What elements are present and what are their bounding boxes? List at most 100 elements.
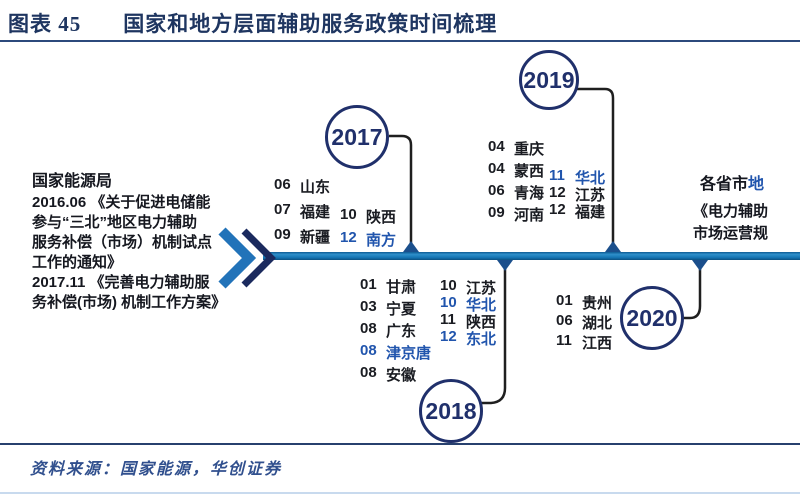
entry-region: 津京唐 <box>386 345 432 362</box>
entry-region: 河南 <box>514 207 545 224</box>
entry-region: 湖北 <box>582 315 613 332</box>
entry-region: 陕西 <box>366 209 397 226</box>
entry-month: 11 <box>556 332 572 349</box>
entries-2019-col1: 04 重庆 04 蒙西 06 青海 09 河南 <box>488 138 544 226</box>
figure-header: 图表 45 国家和地方层面辅助服务政策时间梳理 <box>8 8 800 38</box>
entry-month: 11 <box>440 311 456 328</box>
entry-month: 06 <box>274 176 291 193</box>
policy-line: 服务补偿（市场）机制试点 <box>32 234 213 251</box>
entry-region: 南方 <box>366 232 397 249</box>
policy-entry: 09 河南 <box>488 204 544 226</box>
policy-entry: 11 江西 <box>556 332 612 352</box>
source-note: 资料来源：国家能源，华创证券 <box>30 461 283 478</box>
entries-2020-col1: 01 贵州 06 湖北 11 江西 <box>556 292 612 352</box>
connector-2019 <box>577 87 615 246</box>
entry-month: 06 <box>488 182 505 199</box>
regional-title-blue: 地 <box>748 176 765 193</box>
entry-region: 陕西 <box>466 314 497 331</box>
timeline-bar <box>263 252 800 260</box>
policy-entry: 11 陕西 <box>440 311 497 331</box>
year-bubble-2020: 2020 <box>620 286 684 350</box>
policy-entry: 07 福建 <box>274 201 330 226</box>
policy-entry: 06 青海 <box>488 182 544 204</box>
entry-month: 06 <box>556 312 573 329</box>
regional-note: 各省市地 《电力辅助 市场运营规 <box>693 170 800 245</box>
national-policy-text: 2016.06 《关于促进电储能 参与“三北”地区电力辅助 服务补偿（市场）机制… <box>32 193 244 313</box>
entry-region: 东北 <box>466 331 497 348</box>
page-edge-line <box>0 492 800 494</box>
entry-month: 09 <box>488 204 505 221</box>
policy-line: 务补偿(市场) 机制工作方案》 <box>32 294 227 311</box>
connector-2018 <box>481 263 507 405</box>
policy-entry: 04 蒙西 <box>488 160 544 182</box>
entry-region: 山东 <box>300 179 331 196</box>
entry-region: 新疆 <box>300 229 331 246</box>
policy-entry: 06 山东 <box>274 176 330 201</box>
policy-entry: 01 甘肃 <box>360 276 431 298</box>
year-bubble-2018: 2018 <box>419 379 483 443</box>
title-underline <box>0 40 800 42</box>
entry-month: 12 <box>440 328 457 345</box>
policy-entry: 12 南方 <box>340 229 396 252</box>
entry-region: 蒙西 <box>514 163 545 180</box>
policy-entry: 03 宁夏 <box>360 298 431 320</box>
regional-line: 市场运营规 <box>693 225 769 242</box>
policy-line: 2017.11 《完善电力辅助服 <box>32 274 210 291</box>
regional-title-dark: 各省市 <box>700 176 749 193</box>
entries-2018-col1: 01 甘肃 03 宁夏 08 广东 08 津京唐 08 安徽 <box>360 276 431 386</box>
entry-region: 贵州 <box>582 295 613 312</box>
entry-month: 03 <box>360 298 377 315</box>
policy-entry: 01 贵州 <box>556 292 612 312</box>
entry-month: 04 <box>488 160 505 177</box>
entry-month: 10 <box>440 277 457 294</box>
entry-month: 12 <box>340 229 357 246</box>
arrowhead-2018 <box>497 260 513 271</box>
entries-2019-col2: 11 华北 12 江苏 12 福建 <box>549 167 606 221</box>
policy-line: 工作的通知》 <box>32 254 123 271</box>
connector-2020 <box>682 263 702 320</box>
connector-2017 <box>389 134 413 247</box>
fast-forward-icon <box>241 228 276 288</box>
entry-region: 江苏 <box>466 280 497 297</box>
entry-month: 08 <box>360 364 377 381</box>
figure-title: 国家和地方层面辅助服务政策时间梳理 <box>123 12 498 36</box>
entry-month: 01 <box>360 276 377 293</box>
year-bubble-2019: 2019 <box>519 50 579 110</box>
arrowhead-2019 <box>605 241 621 252</box>
policy-entry: 10 华北 <box>440 294 497 314</box>
policy-entry: 04 重庆 <box>488 138 544 160</box>
entry-month: 08 <box>360 320 377 337</box>
entry-month: 12 <box>549 201 566 218</box>
regional-line: 《电力辅助 <box>693 203 769 220</box>
policy-entry: 06 湖北 <box>556 312 612 332</box>
entry-region: 华北 <box>466 297 497 314</box>
regional-title: 各省市地 <box>693 170 800 194</box>
entry-month: 07 <box>274 201 291 218</box>
entry-month: 08 <box>360 342 377 359</box>
entry-month: 11 <box>549 167 565 184</box>
entry-region: 广东 <box>386 323 417 340</box>
policy-entry: 08 安徽 <box>360 364 431 386</box>
entry-region: 福建 <box>575 204 606 221</box>
policy-entry: 10 江苏 <box>440 277 497 297</box>
entries-2018-col2: 10 江苏 10 华北 11 陕西 12 东北 <box>440 277 497 348</box>
policy-line: 2016.06 《关于促进电储能 <box>32 194 211 211</box>
entry-region: 安徽 <box>386 367 417 384</box>
entry-region: 甘肃 <box>386 279 417 296</box>
entry-month: 10 <box>340 206 357 223</box>
policy-entry: 09 新疆 <box>274 226 330 251</box>
policy-line: 参与“三北”地区电力辅助 <box>32 214 198 231</box>
arrowhead-2017 <box>403 241 419 252</box>
entry-month: 04 <box>488 138 505 155</box>
entry-month: 09 <box>274 226 291 243</box>
entry-region: 华北 <box>575 170 606 187</box>
year-bubble-2017: 2017 <box>325 105 389 169</box>
entry-region: 江苏 <box>575 187 606 204</box>
policy-entry: 12 东北 <box>440 328 497 348</box>
figure-number: 图表 45 <box>8 12 82 36</box>
policy-entry: 11 华北 <box>549 167 606 187</box>
policy-entry: 08 津京唐 <box>360 342 431 364</box>
policy-entry: 08 广东 <box>360 320 431 342</box>
